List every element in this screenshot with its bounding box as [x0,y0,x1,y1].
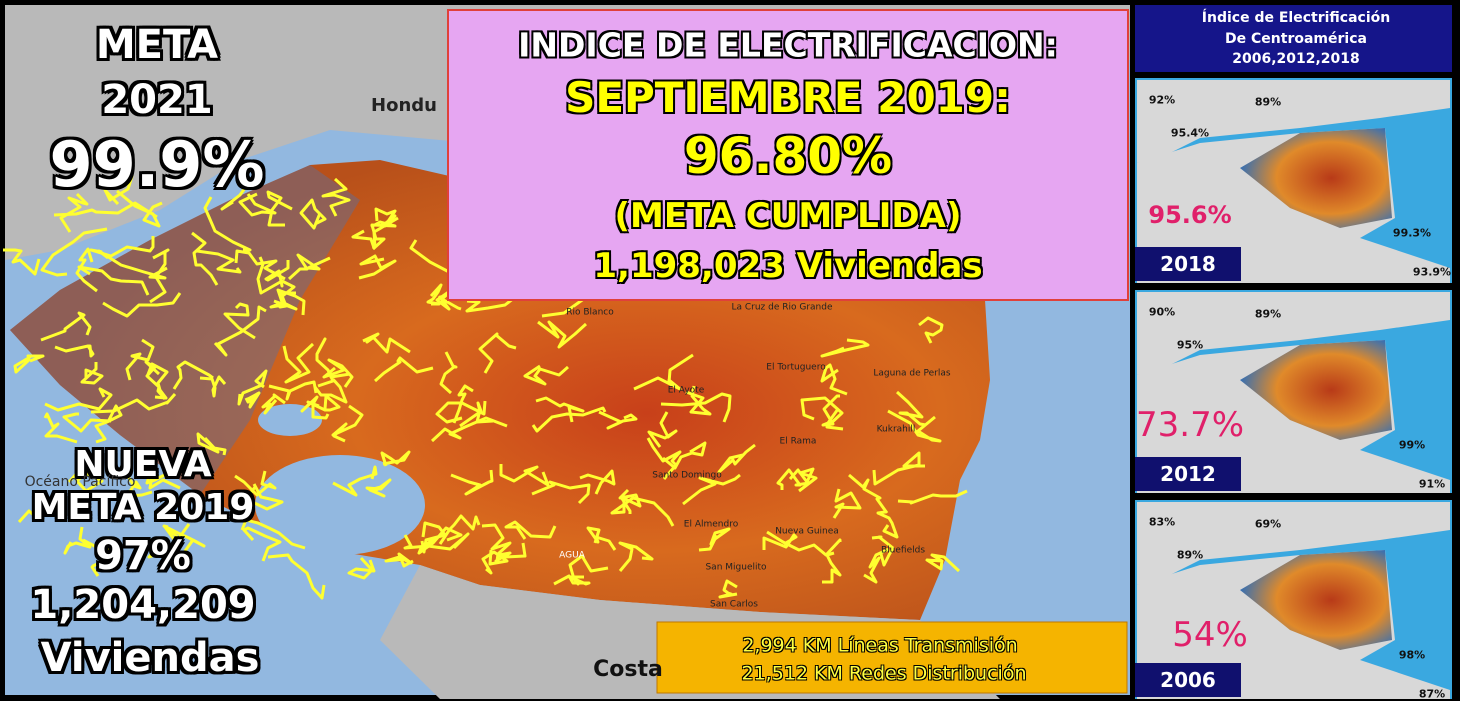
headline-status: (META CUMPLIDA) [614,199,961,233]
goal-year: 2021 [101,80,212,120]
town-label: El Rama [780,438,817,447]
region-value: 98% [1399,650,1425,661]
region-value: 89% [1255,309,1281,320]
region-value: 89% [1255,97,1281,108]
year-label: 2012 [1135,457,1241,491]
side-title: Índice de Electrificación [1202,11,1390,25]
town-label: San Miguelito [705,564,766,573]
network-transmission: 2,994 KM Líneas Transmisión [742,637,1017,656]
town-label: San Carlos [710,601,758,610]
country-label: Hondu [371,97,437,115]
region-value: 89% [1177,550,1203,561]
headline-title: INDICE DE ELECTRIFICACION: [518,29,1058,62]
new-goal-homes: 1,204,209 [30,585,255,625]
town-label: Kukrahill [877,426,916,435]
water-label: AGUA [559,552,585,561]
side-title: 2006,2012,2018 [1232,52,1360,66]
year-label: 2018 [1135,247,1241,281]
new-goal-unit: Viviendas [41,638,260,678]
region-value: 95.4% [1171,128,1209,139]
region-value: 95% [1177,340,1203,351]
mini-maps [1135,78,1452,699]
headline-homes: 1,198,023 Viviendas [593,249,982,283]
national-value: 54% [1172,618,1248,652]
year-label: 2006 [1135,663,1241,697]
town-label: Rio Blanco [566,309,613,318]
town-label: La Cruz de Rio Grande [731,304,832,313]
region-value: 87% [1419,689,1445,700]
side-title: De Centroamérica [1225,32,1367,46]
town-label: El Almendro [684,521,738,530]
town-label: El Tortuguero [766,364,825,373]
town-label: Santo Domingo [652,472,721,481]
region-value: 90% [1149,307,1175,318]
ocean-label: Océano Pacífico [25,475,136,489]
country-label: Costa [593,659,663,681]
headline-value: 96.80% [684,131,892,181]
region-value: 93.9% [1413,267,1451,278]
town-label: El Ayote [668,387,705,396]
region-value: 92% [1149,95,1175,106]
region-value: 99.3% [1393,228,1431,239]
goal-value: 99.9% [49,134,264,196]
region-value: 91% [1419,479,1445,490]
national-value: 95.6% [1148,203,1231,227]
region-value: 69% [1255,519,1281,530]
new-goal-value: 97% [95,536,191,576]
network-distribution: 21,512 KM Redes Distribución [742,665,1027,684]
national-value: 73.7% [1136,408,1244,442]
region-value: 83% [1149,517,1175,528]
town-label: Laguna de Perlas [873,370,950,379]
lake-nicaragua [255,455,425,555]
page: META 2021 99.9% NUEVA META 2019 97% 1,20… [0,0,1460,699]
town-label: Nueva Guinea [775,528,839,537]
headline-date: SEPTIEMBRE 2019: [565,77,1011,119]
town-label: Bluefields [881,547,925,556]
goal-label: META [96,25,218,65]
region-value: 99% [1399,440,1425,451]
infographic: META 2021 99.9% NUEVA META 2019 97% 1,20… [0,0,1460,699]
new-goal-year: META 2019 [32,490,255,526]
